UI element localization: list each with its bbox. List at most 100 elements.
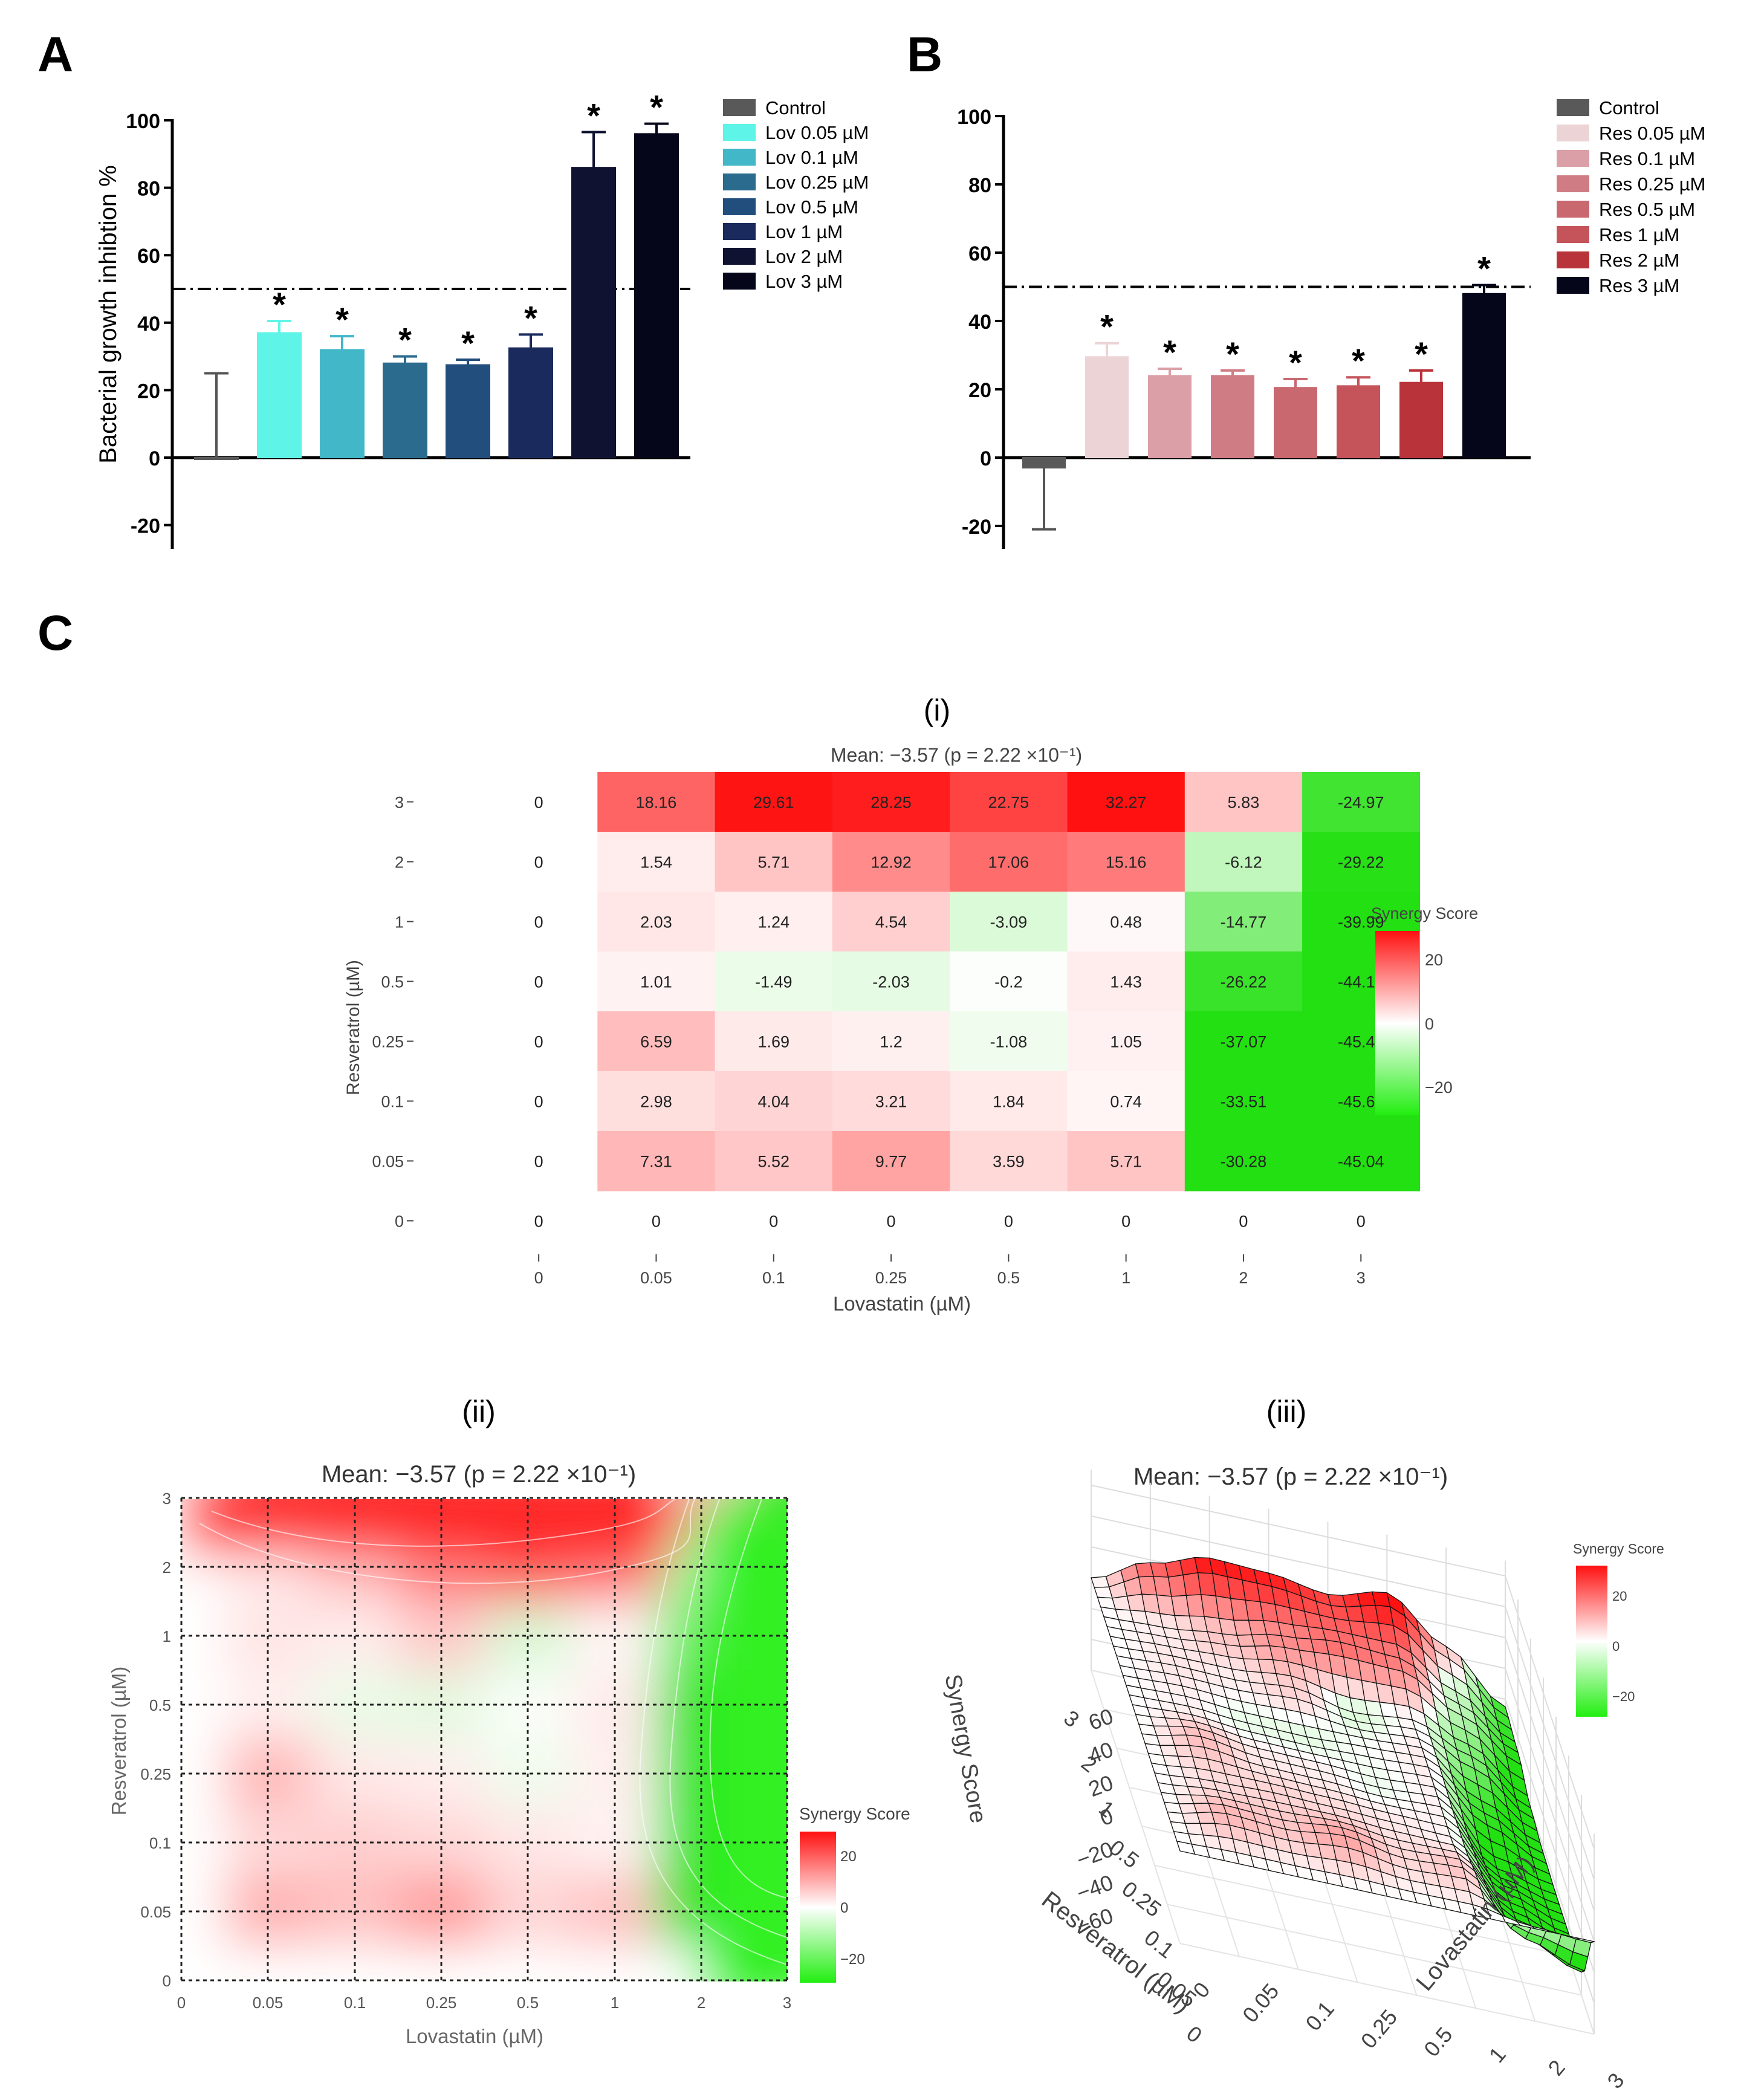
panel-a-y-tick-label: 80 xyxy=(137,178,160,201)
panel-c-i-legend-ticks: 20 0 −20 xyxy=(1425,951,1453,1097)
y-tick-label: 1 xyxy=(163,1627,171,1645)
res-tick-label: 0 xyxy=(1182,2021,1207,2048)
heatmap-cell-value: -30.28 xyxy=(1221,1153,1267,1171)
z-tick-label: 60 xyxy=(1085,1703,1117,1735)
panel-label-c: C xyxy=(37,606,73,661)
heatmap-cell-value: 0 xyxy=(534,913,543,932)
heatmap-cell-value: 0 xyxy=(534,1093,543,1111)
panel-c-i-x-label: Lovastatin (µM) xyxy=(833,1292,971,1315)
panel-c-iii-surface: (iii) Mean: −3.57 (p = 2.22 ×10⁻¹) 60402… xyxy=(939,1395,1664,2093)
heatmap-cell xyxy=(1067,832,1185,892)
panel-b-bar-1 xyxy=(1085,356,1129,459)
lov-tick-label: 0.1 xyxy=(1300,1996,1339,2035)
heatmap-cell xyxy=(1184,1011,1303,1072)
heatmap-cell-value: 7.31 xyxy=(640,1153,672,1171)
res-tick-label: 0.1 xyxy=(1140,1925,1179,1963)
heatmap-cell-value: -6.12 xyxy=(1225,854,1262,872)
panel-b-bar-0 xyxy=(1022,457,1066,468)
lov-tick-label: 1 xyxy=(1484,2042,1511,2067)
heatmap-cell-value: 1.54 xyxy=(640,854,672,872)
contour-line xyxy=(211,1499,676,1547)
panel-a-bar-6 xyxy=(571,167,616,458)
panel-a-bars: * * * * * * * xyxy=(194,88,679,460)
panel-a-y-label: Bacterial growth inhibtion % xyxy=(95,165,122,464)
y-tick-label: 0 xyxy=(163,1972,171,1990)
panel-b-legend: Control Res 0.05 µM Res 0.1 µM Res 0.25 µM R… xyxy=(1557,97,1705,296)
y-tick-label: 0.05 xyxy=(140,1903,171,1921)
panel-c-i-legend-bar xyxy=(1375,931,1419,1115)
y-tick-label: 0.25 xyxy=(372,1033,404,1051)
y-tick-label: 0.05 xyxy=(372,1153,404,1171)
contour-line xyxy=(639,1499,787,1965)
panel-a-bar-7 xyxy=(634,133,679,458)
panel-b-significance-7: * xyxy=(1477,250,1491,288)
heatmap-cell xyxy=(1067,1071,1185,1132)
panel-c-i-cells: 0 18.16 29.61 28.25 22.75 32.27 5.83 -24.97 0 1.5… xyxy=(534,772,1420,1231)
y-tick-label: 0.25 xyxy=(140,1765,171,1783)
lov-tick-label: 0.05 xyxy=(1237,1978,1283,2027)
x-tick-label: 3 xyxy=(783,1994,791,2012)
surface-cell xyxy=(181,1877,225,1946)
heatmap-cell xyxy=(832,1131,950,1191)
panel-c-iii-legend-ticks: 20 0 −20 xyxy=(1612,1589,1635,1704)
panel-a-bar-0 xyxy=(194,457,239,460)
y-tick-label: 0.5 xyxy=(381,973,404,991)
lov-tick-label: 3 xyxy=(1602,2068,1629,2093)
panel-b-legend-swatch-0 xyxy=(1557,99,1589,116)
panel-a-legend-swatch-1 xyxy=(723,124,756,141)
heatmap-cell xyxy=(832,772,950,832)
heatmap-cell xyxy=(1302,772,1420,832)
res-tick-label: 0.25 xyxy=(1117,1876,1166,1922)
panel-b-legend-label-7: Res 3 µM xyxy=(1599,275,1679,296)
heatmap-cell-value: 0 xyxy=(534,1213,543,1231)
heatmap-cell xyxy=(950,832,1068,892)
surface-cell xyxy=(181,1499,677,1554)
heatmap-cell-value: 0 xyxy=(887,1213,896,1231)
panel-c-i-subtitle: (i) xyxy=(924,693,950,727)
heatmap-cell-value: -3.09 xyxy=(990,913,1028,932)
contour-line xyxy=(199,1499,696,1584)
panel-b-significance-3: * xyxy=(1226,335,1239,373)
panel-b-legend-label-1: Res 0.05 µM xyxy=(1599,123,1705,144)
y-tick-label: 3 xyxy=(395,794,404,812)
x-tick-label: 0.5 xyxy=(517,1994,539,2012)
panel-c-ii-y-label: Resveratrol (µM) xyxy=(108,1667,130,1815)
panel-b-significance-5: * xyxy=(1352,342,1365,380)
panel-a-legend: Control Lov 0.05 µM Lov 0.1 µM Lov 0.25 µM L… xyxy=(723,97,869,292)
panel-c-iii-z-label: Synergy Score xyxy=(939,1673,991,1826)
legend-tick-label: 20 xyxy=(1612,1589,1627,1604)
legend-tick-label: 20 xyxy=(840,1849,857,1865)
box-grid-line xyxy=(1091,1515,1595,1881)
z-tick-label: −40 xyxy=(1073,1870,1116,1905)
legend-tick-label: 0 xyxy=(1425,1015,1434,1033)
panel-label-b: B xyxy=(907,27,942,82)
heatmap-cell xyxy=(1067,772,1185,832)
heatmap-cell xyxy=(597,1011,716,1072)
heatmap-cell-value: 0.48 xyxy=(1110,913,1142,932)
x-tick-label: 2 xyxy=(1239,1269,1248,1287)
y-tick-label: 0.1 xyxy=(149,1834,171,1852)
y-tick-label: 0.1 xyxy=(381,1093,404,1111)
panel-b-legend-label-4: Res 0.5 µM xyxy=(1599,199,1695,220)
heatmap-cell-value: 0 xyxy=(534,973,543,991)
heatmap-cell-value: 3.21 xyxy=(875,1093,907,1111)
heatmap-cell-value: 0 xyxy=(534,854,543,872)
panel-a-y-tick-label: 100 xyxy=(126,110,160,133)
heatmap-cell-value: 29.61 xyxy=(753,794,794,812)
x-tick-label: 3 xyxy=(1357,1269,1366,1287)
heatmap-cell-value: -26.22 xyxy=(1221,973,1267,991)
panel-a-legend-label-2: Lov 0.1 µM xyxy=(765,147,858,168)
panel-c-iii-legend-bar xyxy=(1576,1566,1607,1717)
panel-c-ii-legend-ticks: 20 0 −20 xyxy=(840,1849,865,1968)
heatmap-cell xyxy=(1184,772,1303,832)
panel-c-ii-surface xyxy=(181,1499,787,1982)
y-tick-label: 2 xyxy=(163,1558,171,1577)
panel-a-y-tick-label: 60 xyxy=(137,245,160,268)
heatmap-cell-value: 5.71 xyxy=(757,854,790,872)
panel-a-legend-label-6: Lov 2 µM xyxy=(765,246,843,267)
heatmap-cell-value: 22.75 xyxy=(988,794,1030,812)
heatmap-cell-value: 0 xyxy=(1004,1213,1013,1231)
x-tick-label: 0.25 xyxy=(875,1269,907,1287)
panel-c-iii-title: Mean: −3.57 (p = 2.22 ×10⁻¹) xyxy=(1133,1463,1448,1490)
